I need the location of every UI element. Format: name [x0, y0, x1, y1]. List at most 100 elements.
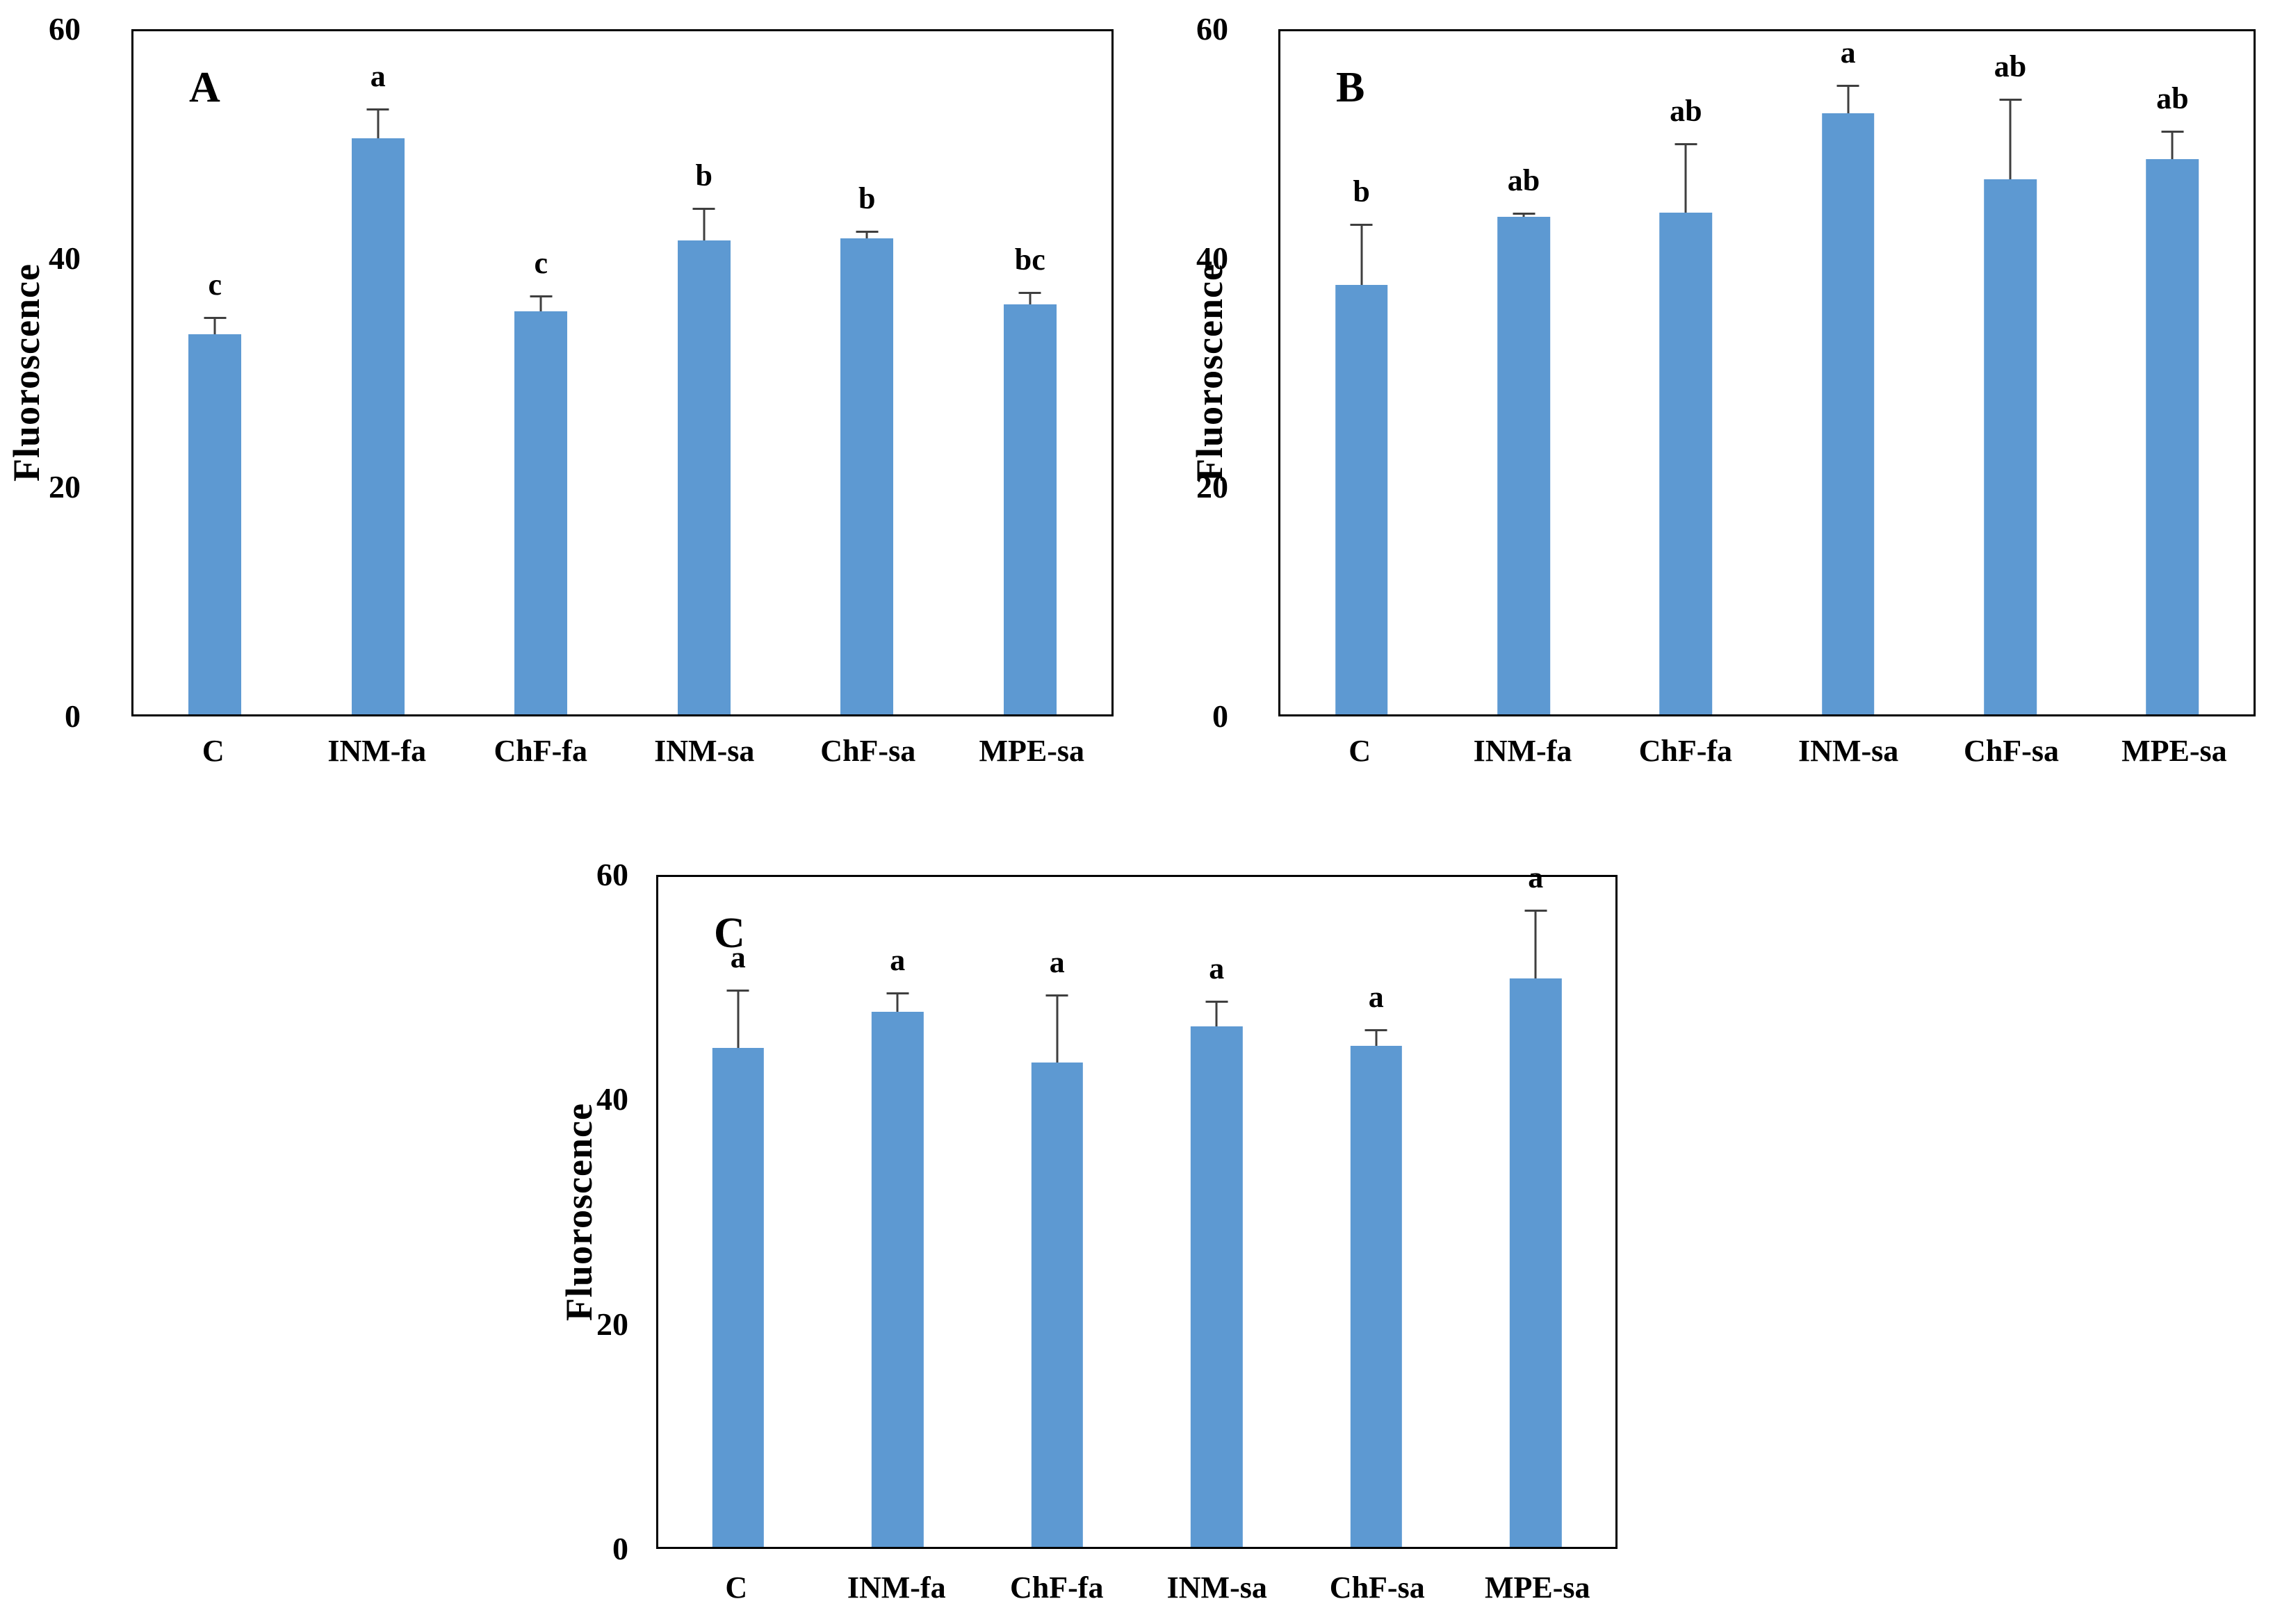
- error-bar: [1205, 1001, 1228, 1027]
- error-bar-cap: [692, 207, 715, 210]
- bar: [840, 238, 894, 714]
- y-axis-ticks: 0 20 40 60: [0, 13, 81, 732]
- bar: [1031, 1062, 1083, 1547]
- bar: [1510, 978, 1562, 1547]
- bar: [1984, 179, 2037, 714]
- y-axis-ticks: 0 20 40 60: [559, 859, 628, 1565]
- error-bar-cap: [886, 992, 909, 994]
- significance-letter: ab: [1994, 49, 2027, 83]
- bar: [872, 1012, 924, 1547]
- error-bar-cap: [856, 230, 879, 233]
- error-bar: [204, 317, 227, 334]
- error-bar: [530, 295, 553, 312]
- y-tick-label: 20: [49, 469, 81, 505]
- x-category-label: ChF-fa: [1010, 1570, 1104, 1605]
- y-tick-label: 60: [596, 857, 628, 892]
- panel-label: A: [189, 64, 220, 111]
- plot-area: A c a c b b bc: [131, 29, 1114, 716]
- x-category-label: MPE-sa: [1484, 1570, 1590, 1605]
- error-bar: [1018, 292, 1041, 305]
- error-bar-cap: [1999, 98, 2021, 101]
- x-category-label: INM-sa: [654, 734, 755, 768]
- significance-letter: ab: [1507, 163, 1540, 197]
- x-axis-labels: C INM-fa ChF-fa INM-sa ChF-sa MPE-sa: [131, 733, 1114, 782]
- x-category-label: INM-fa: [1473, 734, 1572, 768]
- error-bar: [1045, 994, 1068, 1063]
- bar: [1191, 1026, 1243, 1547]
- plot-area: C a a a a a a: [656, 862, 1618, 1549]
- x-axis-labels: C INM-fa ChF-fa INM-sa ChF-sa MPE-sa: [656, 1570, 1618, 1618]
- error-bar: [366, 108, 389, 139]
- significance-letter: bc: [1014, 243, 1045, 277]
- error-bar-cap: [1205, 1001, 1228, 1003]
- error-bar: [1675, 142, 1697, 213]
- x-category-label: C: [202, 734, 225, 768]
- y-tick-label: 60: [49, 11, 81, 47]
- y-tick-label: 40: [49, 240, 81, 276]
- significance-letter: a: [1528, 860, 1544, 894]
- bar: [1335, 285, 1388, 714]
- error-bar: [2161, 130, 2184, 159]
- bar: [351, 138, 405, 714]
- bar: [1659, 212, 1713, 714]
- x-category-label: MPE-sa: [2121, 734, 2227, 768]
- bar: [2146, 158, 2199, 714]
- error-bar-cap: [1364, 1028, 1387, 1031]
- panel-label: B: [1336, 64, 1365, 111]
- error-bar: [1999, 98, 2021, 179]
- error-bar: [1513, 212, 1535, 218]
- plot-area: B b ab ab a ab ab: [1278, 29, 2256, 716]
- bar: [1821, 113, 1875, 714]
- error-bar-cap: [204, 317, 227, 320]
- y-tick-label: 60: [1196, 11, 1228, 47]
- error-bar: [1350, 223, 1373, 286]
- significance-letter: a: [1049, 944, 1065, 979]
- error-bar: [856, 230, 879, 239]
- x-category-label: INM-sa: [1798, 734, 1899, 768]
- x-category-label: INM-fa: [327, 734, 427, 768]
- x-category-label: INM-sa: [1166, 1570, 1267, 1605]
- error-bar-cap: [1018, 292, 1041, 295]
- y-tick-label: 0: [1212, 698, 1228, 734]
- bar: [188, 334, 242, 714]
- significance-letter: b: [695, 158, 712, 192]
- error-bar-cap: [366, 108, 389, 111]
- error-bar-cap: [1675, 142, 1697, 145]
- error-bar: [1364, 1028, 1387, 1046]
- x-category-label: C: [725, 1570, 748, 1605]
- bar: [514, 311, 568, 714]
- error-bar: [692, 207, 715, 241]
- bar: [1350, 1045, 1402, 1547]
- x-category-label: ChF-sa: [820, 734, 916, 768]
- error-bar-cap: [726, 990, 749, 992]
- error-bar: [1836, 85, 1859, 113]
- significance-letter: c: [208, 268, 222, 302]
- significance-letter: a: [730, 940, 746, 975]
- significance-letter: a: [370, 59, 386, 94]
- significance-letter: ab: [1670, 93, 1702, 128]
- y-tick-label: 0: [65, 698, 81, 734]
- error-bar-cap: [1836, 85, 1859, 88]
- y-tick-label: 40: [1196, 240, 1228, 276]
- significance-letter: b: [1353, 174, 1370, 208]
- x-category-label: INM-fa: [847, 1570, 946, 1605]
- significance-letter: a: [1209, 951, 1225, 986]
- error-bar: [726, 990, 749, 1048]
- y-axis-ticks: 0 20 40 60: [1159, 13, 1228, 732]
- y-tick-label: 20: [596, 1306, 628, 1342]
- x-category-label: ChF-fa: [1638, 734, 1733, 768]
- significance-letter: c: [534, 246, 548, 281]
- error-bar-cap: [1524, 909, 1547, 912]
- panel-b-chart: Fluoroscence 0 20 40 60 B b ab ab a ab ab C INM-f…: [1147, 0, 2273, 813]
- error-bar: [1524, 909, 1547, 979]
- x-category-label: ChF-sa: [1964, 734, 2059, 768]
- x-category-label: ChF-sa: [1329, 1570, 1425, 1605]
- y-tick-label: 20: [1196, 469, 1228, 505]
- error-bar-cap: [1513, 212, 1535, 215]
- bar: [1003, 304, 1057, 714]
- x-category-label: MPE-sa: [979, 734, 1085, 768]
- bar: [1497, 217, 1550, 714]
- error-bar-cap: [1045, 994, 1068, 996]
